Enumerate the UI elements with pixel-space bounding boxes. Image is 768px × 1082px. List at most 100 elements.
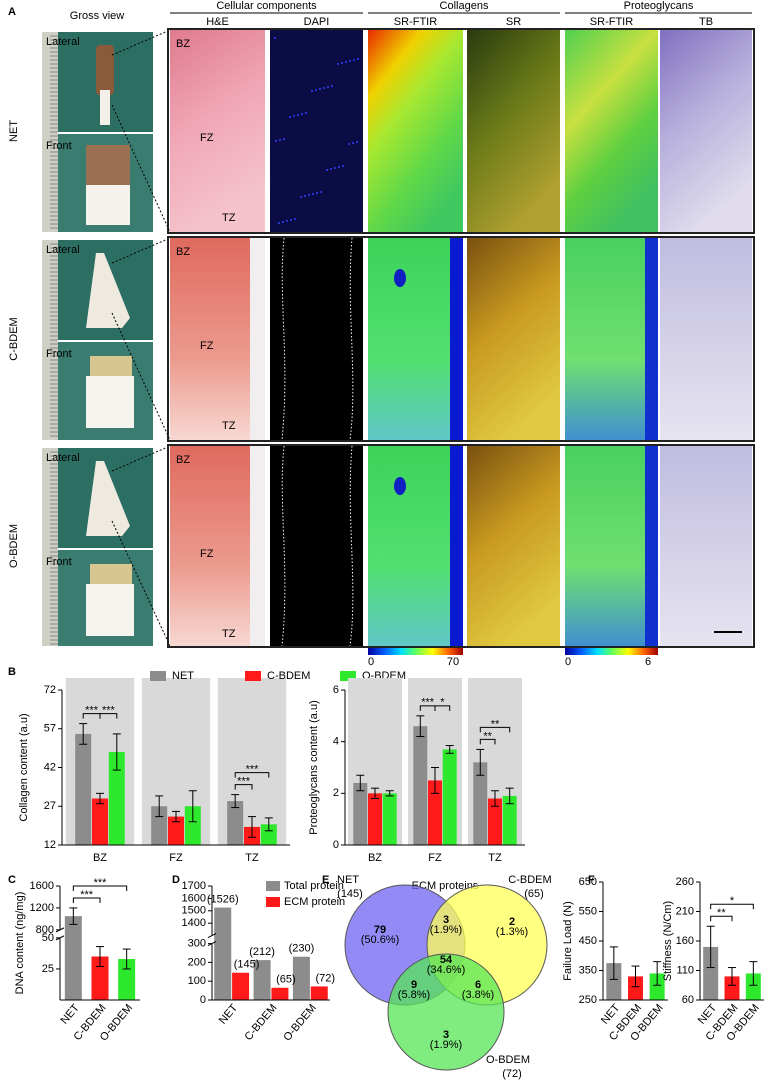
bar: [118, 959, 136, 1000]
y-tick-label: 260: [676, 876, 694, 888]
legend-swatch: [150, 671, 166, 681]
zone-label: FZ: [200, 548, 214, 560]
venn-set-count: (65): [524, 888, 544, 900]
y-tick-label: 100: [188, 975, 206, 987]
view-label: Lateral: [46, 36, 80, 48]
specimen: [100, 90, 110, 125]
bar: [310, 986, 328, 1000]
micrograph: [565, 446, 658, 646]
connector: [111, 445, 171, 472]
panel-letter: E: [322, 874, 329, 886]
bar: [184, 806, 201, 845]
significance-label: ***: [85, 704, 99, 716]
group-header: Collagens: [440, 0, 489, 12]
legend-label: C-BDEM: [267, 670, 310, 682]
venn-region-percent: (50.6%): [361, 934, 400, 946]
significance-bracket: [72, 897, 101, 903]
row-frame: [167, 236, 755, 442]
nucleus: [301, 113, 303, 115]
micrograph: [270, 446, 363, 646]
venn-set-count: (72): [502, 1068, 522, 1080]
value-label: (230): [289, 943, 315, 955]
y-tick-label: 60: [682, 994, 694, 1006]
nucleus: [278, 222, 280, 224]
x-tick-label: FZ: [428, 852, 442, 864]
y-tick-label: 1600: [182, 892, 206, 904]
specimen: [96, 45, 114, 95]
value-label: (65): [276, 974, 296, 986]
significance-bracket: [710, 903, 754, 910]
connector: [111, 312, 171, 441]
micrograph: [170, 30, 265, 232]
tissue-border: [281, 237, 286, 441]
venn-region-percent: (34.6%): [427, 964, 466, 976]
micrograph-feature: [394, 477, 406, 495]
nucleus: [348, 143, 350, 145]
nucleus: [320, 191, 322, 193]
bar: [382, 793, 397, 845]
column-header: DAPI: [304, 16, 330, 28]
significance-bracket: [72, 885, 128, 891]
nucleus: [279, 139, 281, 141]
value-label: (212): [249, 946, 275, 958]
panel-letter: F: [588, 874, 595, 886]
specimen: [90, 564, 132, 584]
bar: [413, 726, 428, 845]
venn-region-count: 79: [374, 924, 386, 936]
nucleus: [304, 195, 306, 197]
venn-region-percent: (1.9%): [430, 1039, 462, 1051]
bar: [92, 798, 108, 845]
micrograph: [565, 238, 658, 440]
row-frame: [167, 28, 755, 234]
bar: [108, 752, 125, 845]
venn-set-count: (145): [337, 888, 363, 900]
bar: [606, 963, 622, 1000]
row-label: O-BDEM: [8, 524, 20, 568]
x-tick-label: C-BDEM: [242, 1002, 279, 1043]
nucleus: [293, 115, 295, 117]
micrograph: [368, 446, 463, 646]
venn-set-name: C-BDEM: [508, 874, 551, 886]
micrograph-edge: [450, 238, 463, 440]
tissue-border: [349, 445, 354, 647]
y-tick-label: 0: [333, 839, 339, 851]
venn-region-count: 3: [443, 1029, 449, 1041]
bar: [227, 801, 244, 845]
venn-region-percent: (5.8%): [398, 989, 430, 1001]
y-axis-label: Failure Load (N): [562, 901, 574, 980]
bar: [253, 960, 271, 1000]
bar: [91, 956, 109, 1000]
micrograph: [467, 446, 560, 646]
connector: [111, 520, 171, 647]
y-tick-label: 350: [579, 964, 597, 976]
x-tick-label: O-BDEM: [281, 1002, 318, 1043]
y-tick-label: 210: [676, 905, 694, 917]
nucleus: [331, 85, 333, 87]
micrograph-edge: [645, 446, 658, 646]
micrograph: [467, 238, 560, 440]
zone-label: TZ: [222, 212, 236, 224]
nucleus: [282, 221, 284, 223]
micrograph-edge: [450, 446, 463, 646]
y-tick-label: 57: [44, 723, 56, 735]
x-tick-label: FZ: [169, 852, 183, 864]
colorbar: [368, 648, 463, 655]
legend-label: NET: [172, 670, 194, 682]
y-axis-label: Stiffness (N/Cm): [662, 901, 674, 981]
view-label: Front: [46, 556, 72, 568]
micrograph: [368, 238, 463, 440]
venn-region-count: 3: [443, 914, 449, 926]
significance-label: **: [491, 718, 500, 730]
micrograph-edge: [250, 446, 265, 646]
y-tick-label: 25: [42, 963, 54, 975]
tissue-border: [349, 237, 354, 441]
zone-label: FZ: [200, 340, 214, 352]
column-header: SR-FTIR: [590, 16, 633, 28]
significance-bracket: [234, 772, 270, 778]
y-tick-label: 200: [188, 956, 206, 968]
colorbar-min: 0: [368, 656, 374, 668]
group-header: Proteoglycans: [624, 0, 694, 12]
value-label: (145): [234, 959, 260, 971]
venn-region-count: 2: [509, 916, 515, 928]
